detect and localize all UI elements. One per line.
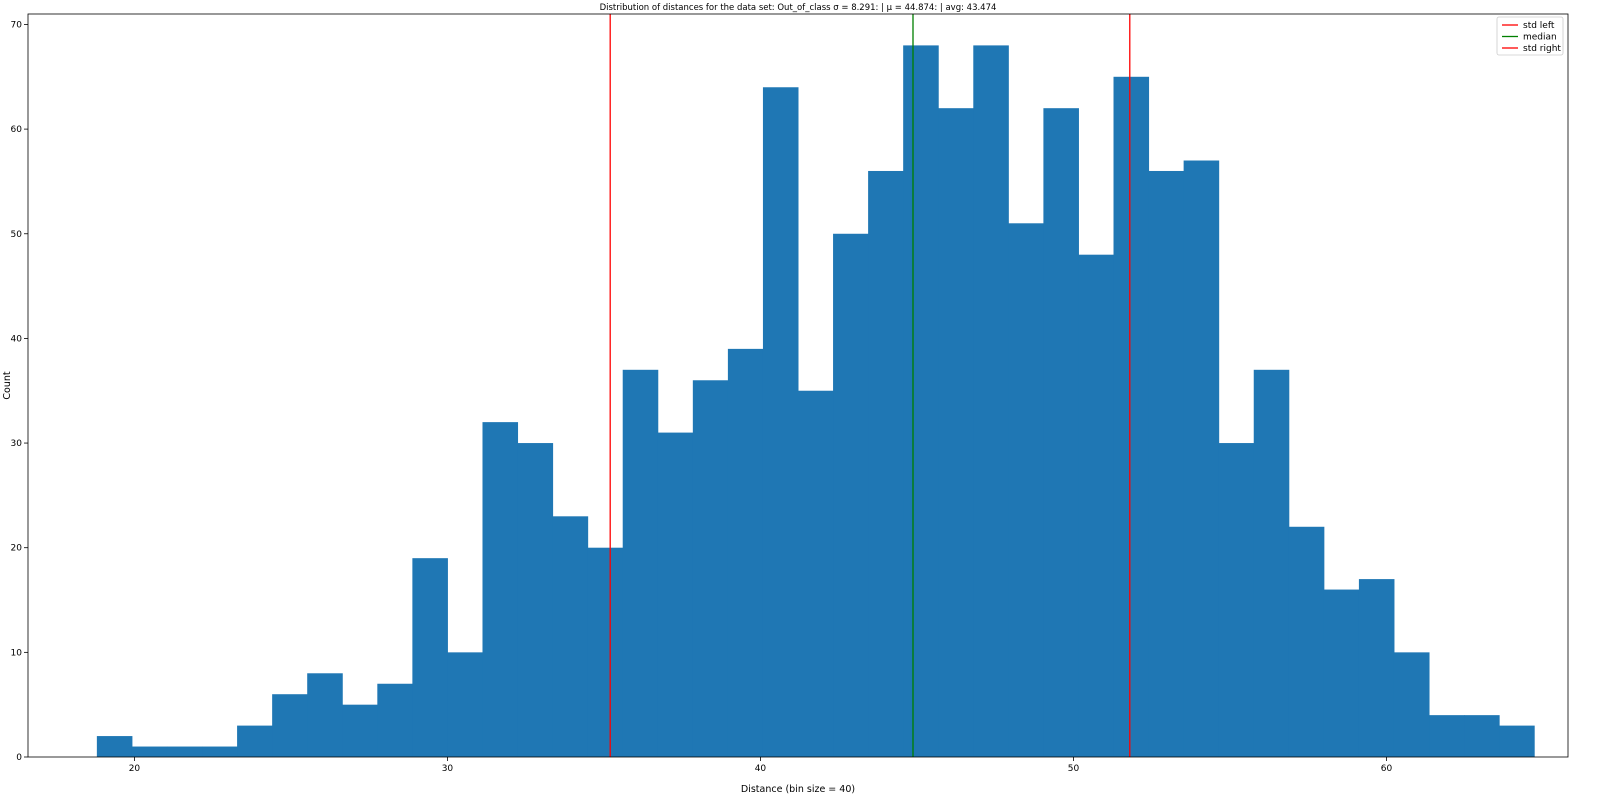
legend-label: median <box>1523 33 1557 43</box>
histogram-bar <box>412 558 448 757</box>
histogram-bar <box>762 87 799 757</box>
x-tick-label: 50 <box>1068 764 1080 774</box>
y-axis-label: Count <box>2 371 13 399</box>
legend-box <box>1496 16 1564 56</box>
histogram-bar <box>447 652 483 757</box>
histogram-bar <box>1148 170 1185 758</box>
histogram-bar <box>517 443 554 757</box>
histogram-bar <box>1429 715 1465 757</box>
histogram-bar <box>482 422 519 757</box>
x-axis-label: Distance (bin size = 40) <box>741 784 855 795</box>
histogram-bar <box>1499 725 1535 757</box>
histogram-bar <box>1183 160 1220 757</box>
x-tick-label: 20 <box>129 764 141 774</box>
chart-title: Distribution of distances for the data s… <box>600 3 997 13</box>
histogram-bar <box>202 746 238 757</box>
histogram-bar <box>938 108 974 757</box>
histogram-bar <box>1078 254 1115 758</box>
histogram-bar <box>727 348 764 757</box>
histogram-bar <box>1323 589 1360 757</box>
histogram-bar <box>657 432 694 757</box>
histogram-bar <box>1358 579 1395 757</box>
y-tick-label: 10 <box>11 648 23 658</box>
histogram-bar <box>622 369 659 757</box>
histogram-bar <box>587 547 624 757</box>
histogram-bar <box>131 746 168 757</box>
histogram-bar <box>1464 715 1500 757</box>
y-tick-label: 70 <box>11 20 23 30</box>
histogram-bar <box>903 45 939 758</box>
y-tick-label: 50 <box>11 230 23 240</box>
x-tick-label: 30 <box>442 764 454 774</box>
y-tick-label: 40 <box>11 334 23 344</box>
y-tick-label: 20 <box>11 544 23 554</box>
x-axis-ticks: 20 30 40 50 60 <box>129 757 1393 774</box>
histogram-bar <box>166 746 203 757</box>
y-tick-label: 30 <box>11 439 23 449</box>
histogram-bar <box>1393 652 1430 757</box>
histogram-bar <box>377 683 413 757</box>
bars-layer <box>96 45 1535 758</box>
y-axis-ticks: 0 10 20 30 40 50 60 70 <box>11 20 28 763</box>
vlines-layer <box>609 14 1131 757</box>
y-tick-label: 0 <box>16 753 22 763</box>
histogram-bar <box>833 233 869 757</box>
histogram-bar <box>798 390 834 757</box>
legend-label: std left <box>1523 21 1555 31</box>
histogram-bar <box>973 45 1009 758</box>
histogram-bar <box>552 516 589 757</box>
histogram-bar <box>1218 443 1255 757</box>
legend-label: std right <box>1523 44 1561 54</box>
histogram-bar <box>1253 369 1290 757</box>
x-tick-label: 60 <box>1381 764 1393 774</box>
x-tick-label: 40 <box>755 764 767 774</box>
histogram-bar <box>868 170 904 758</box>
histogram-bar <box>342 704 378 757</box>
histogram-bar <box>1008 223 1044 757</box>
histogram-bar <box>1113 76 1150 757</box>
histogram-bar <box>237 725 273 757</box>
histogram-bar <box>272 694 308 757</box>
histogram-bar <box>692 380 729 757</box>
histogram-bar <box>1288 526 1325 757</box>
histogram-bar <box>1043 108 1079 757</box>
histogram-bar <box>96 736 133 757</box>
plot-frame <box>27 13 1569 758</box>
y-tick-label: 60 <box>11 125 23 135</box>
histogram-bar <box>307 673 343 757</box>
